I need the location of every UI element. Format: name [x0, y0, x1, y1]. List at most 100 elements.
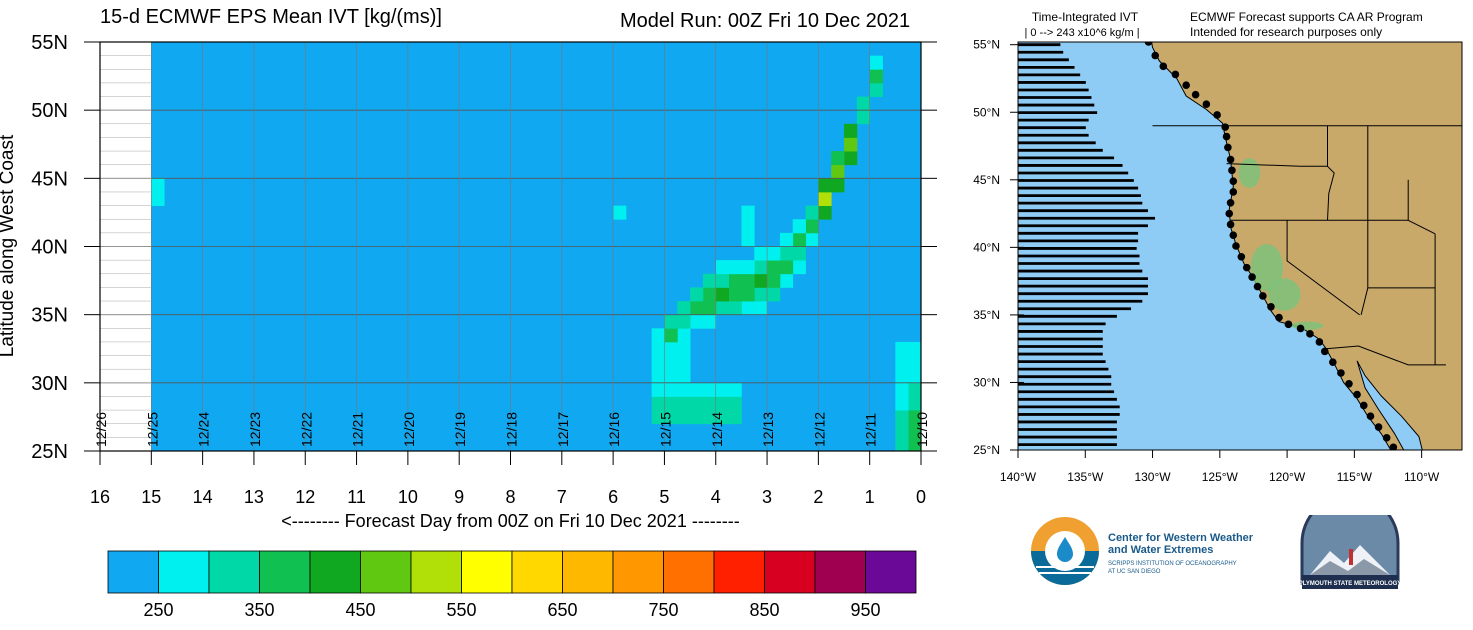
map-lon-label: 135°W — [1067, 470, 1104, 484]
ivt-cell — [779, 232, 794, 247]
ivt-cell — [908, 382, 922, 397]
x-tick-label: 9 — [454, 487, 464, 507]
coast-point — [1382, 434, 1391, 442]
map-lon-label: 110°W — [1404, 470, 1440, 484]
coast-point — [1259, 292, 1267, 300]
ivt-cell — [702, 314, 717, 329]
y-tick-label: 35N — [31, 305, 68, 327]
coast-point — [1248, 273, 1256, 281]
state-border — [1327, 125, 1335, 221]
ivt-cell — [895, 410, 909, 425]
ivt-cell — [754, 301, 768, 316]
ivt-cell — [651, 410, 665, 425]
valley-patch — [1268, 278, 1301, 311]
ivt-cell — [151, 191, 165, 206]
coast-point — [1275, 313, 1283, 322]
map-lat-label: 30°N — [973, 375, 1000, 389]
coast-point — [1284, 320, 1293, 329]
ivt-cell — [664, 382, 678, 397]
ivt-cell — [741, 273, 755, 288]
coast-point — [1329, 358, 1337, 366]
ivt-cell — [715, 410, 729, 425]
x-tick-label: 13 — [244, 487, 264, 507]
ivt-cell — [895, 382, 909, 397]
ivt-cell — [715, 260, 729, 275]
cw3e-name-4: AT UC SAN DIEGO — [1108, 569, 1161, 575]
ivt-cell — [741, 301, 755, 316]
x-tick-label: 12 — [295, 487, 315, 507]
coast-point — [1225, 209, 1234, 218]
ivt-cell — [702, 410, 717, 425]
ivt-cell — [728, 382, 742, 397]
forecast-note-1: ECMWF Forecast supports CA AR Program — [1190, 10, 1423, 24]
y-tick-label: 45N — [31, 168, 68, 190]
date-label: 12/16 — [606, 412, 622, 447]
map-lon-label: 130°W — [1134, 470, 1171, 484]
ivt-cell — [677, 301, 691, 316]
y-tick-label: 55N — [31, 32, 68, 54]
ivt-scale: | 0 --> 243 x10^6 kg/m | — [1024, 27, 1139, 39]
coast-point — [1144, 42, 1153, 46]
ivt-cell — [895, 369, 909, 384]
ivt-cell — [715, 396, 729, 411]
ivt-cell — [677, 369, 691, 384]
ivt-cell — [651, 341, 665, 356]
date-label: 12/24 — [196, 412, 212, 447]
coast-point — [1389, 443, 1398, 450]
ivt-cell — [702, 301, 717, 316]
logo-area: Center for Western Weather and Water Ext… — [1031, 515, 1402, 589]
ivt-cell — [651, 369, 665, 384]
y-axis-label: Latitude along West Coast — [0, 134, 18, 357]
ivt-cell — [728, 410, 742, 425]
ivt-cell — [792, 260, 806, 275]
x-tick-label: 3 — [762, 487, 772, 507]
map-lat-label: 45°N — [973, 173, 1000, 187]
ivt-cell — [869, 82, 883, 97]
ivt-cell — [895, 355, 909, 370]
map-area — [1018, 42, 1462, 450]
colorbar-label: 750 — [648, 600, 678, 620]
x-tick-label: 4 — [711, 487, 721, 507]
map-lat-label: 55°N — [973, 38, 1000, 52]
ivt-cell — [741, 219, 755, 234]
ivt-cell — [767, 260, 781, 275]
date-label: 12/25 — [144, 412, 160, 447]
ivt-cell — [741, 260, 755, 275]
ivt-cell — [677, 341, 691, 356]
colorbar: 250 350 450 550 650 750 850 950 — [107, 550, 917, 620]
hovmoller-chart: 55N 50N 45N 40N 35N 30N 25N Latitude along West… — [0, 32, 937, 620]
coast-point — [1232, 242, 1240, 250]
map-lat-label: 25°N — [973, 443, 1000, 457]
coast-point — [1337, 369, 1345, 377]
gulf-of-california — [1356, 360, 1423, 450]
cw3e-name-1: Center for Western Weather — [1108, 532, 1254, 544]
date-label: 12/15 — [657, 412, 673, 447]
ivt-cell — [664, 328, 678, 343]
colorbar-label: 250 — [143, 600, 173, 620]
ivt-cell — [792, 232, 806, 247]
coast-point — [1226, 155, 1235, 164]
ivt-cell — [728, 260, 742, 275]
ivt-cell — [869, 69, 883, 84]
date-label: 12/14 — [709, 412, 725, 447]
date-label: 12/20 — [401, 412, 417, 447]
colorbar-label: 350 — [244, 600, 274, 620]
plymouth-label: PLYMOUTH STATE METEOROLOGY — [1299, 581, 1402, 587]
ivt-cell — [779, 260, 794, 275]
forecast-note-2: Intended for research purposes only — [1190, 25, 1382, 39]
x-tick-label: 5 — [659, 487, 669, 507]
colorbar-swatch — [461, 550, 513, 594]
coast-point — [1242, 263, 1251, 272]
coast-point — [1222, 132, 1231, 141]
ivt-cell — [690, 287, 704, 302]
coast-point — [1353, 390, 1361, 399]
ivt-cell — [844, 123, 858, 138]
x-tick-label: 6 — [608, 487, 618, 507]
ivt-cell — [651, 396, 665, 411]
ivt-cell — [805, 232, 819, 247]
coast-point — [1253, 282, 1262, 291]
state-border — [1326, 345, 1446, 366]
ivt-cell — [728, 287, 742, 302]
ivt-cell — [664, 341, 678, 356]
x-axis-label: <-------- Forecast Day from 00Z on Fri 1… — [281, 511, 740, 531]
